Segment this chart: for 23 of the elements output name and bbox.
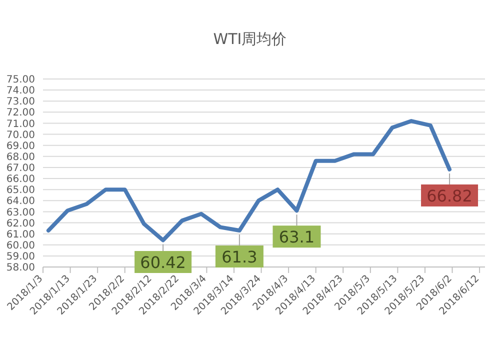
- y-tick-label: 62.00: [6, 218, 35, 230]
- y-tick-label: 67.00: [6, 163, 35, 174]
- y-tick-label: 70.00: [6, 130, 35, 141]
- annotation: 61.3: [222, 248, 258, 267]
- y-tick-label: 73.00: [6, 96, 35, 108]
- y-tick-label: 69.00: [6, 140, 35, 152]
- y-tick-label: 72.00: [6, 108, 35, 119]
- y-tick-label: 66.00: [6, 174, 35, 186]
- y-tick-label: 75.00: [6, 74, 35, 86]
- annotation: 63.1: [278, 228, 315, 247]
- y-tick-label: 61.00: [6, 229, 35, 240]
- y-tick-label: 68.00: [6, 152, 35, 163]
- y-tick-label: 59.00: [6, 251, 35, 262]
- annotation: 60.42: [140, 253, 186, 272]
- y-tick-label: 64.00: [6, 196, 35, 208]
- y-tick-label: 63.00: [6, 207, 35, 218]
- y-tick-label: 60.00: [6, 240, 35, 252]
- chart-title: WTI周均价: [212, 30, 288, 49]
- y-tick-label: 58.00: [6, 262, 35, 274]
- y-tick-label: 71.00: [6, 118, 35, 130]
- y-tick-label: 74.00: [6, 86, 35, 97]
- annotation: 66.82: [426, 186, 472, 206]
- y-tick-label: 65.00: [6, 185, 35, 196]
